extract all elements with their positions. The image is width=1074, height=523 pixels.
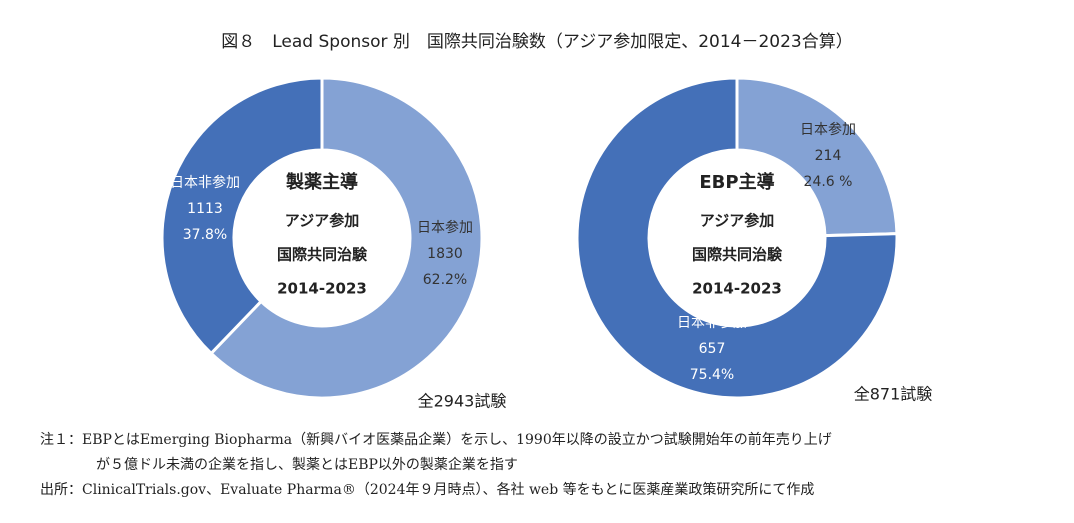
slice-percent: 24.6 % [804, 174, 853, 190]
donut-slice [209, 76, 484, 400]
center-text: 2014-2023 [277, 280, 367, 298]
note: が５億ドル未満の企業を指し、製薬とはEBP以外の製薬企業を指す [96, 456, 518, 473]
slice-percent: 75.4% [690, 367, 734, 383]
donut-slice [735, 76, 899, 238]
donut-slice [160, 76, 324, 356]
slice-value: 214 [815, 148, 842, 164]
center-text: 製薬主導 [285, 171, 358, 193]
center-text: 国際共同治験 [277, 246, 368, 264]
slice-value: 1830 [427, 246, 463, 262]
note: 出所：ClinicalTrials.gov、Evaluate Pharma®（2… [40, 481, 814, 498]
slice-value: 657 [699, 341, 726, 357]
total-label: 全2943試験 [418, 392, 507, 411]
center-text: アジア参加 [700, 212, 774, 230]
donut-slice [575, 76, 899, 400]
note: 注１：EBPとはEmerging Biopharma（新興バイオ医薬品企業）を示… [40, 431, 832, 448]
center-text: 2014-2023 [692, 280, 782, 298]
slice-value: 1113 [187, 201, 223, 217]
center-text: EBP主導 [699, 171, 774, 193]
slice-label: 日本参加 [417, 219, 473, 236]
center-text: 国際共同治験 [692, 246, 783, 264]
slice-percent: 37.8% [183, 227, 227, 243]
slice-label: 日本非参加 [170, 174, 240, 191]
center-text: アジア参加 [285, 212, 359, 230]
slice-label: 日本参加 [800, 121, 856, 138]
slice-label: 日本非参加 [677, 314, 747, 331]
slice-percent: 62.2% [423, 272, 467, 288]
chart-title: 図８ Lead Sponsor 別 国際共同治験数（アジア参加限定、2014－2… [221, 32, 853, 52]
total-label: 全871試験 [854, 385, 933, 404]
